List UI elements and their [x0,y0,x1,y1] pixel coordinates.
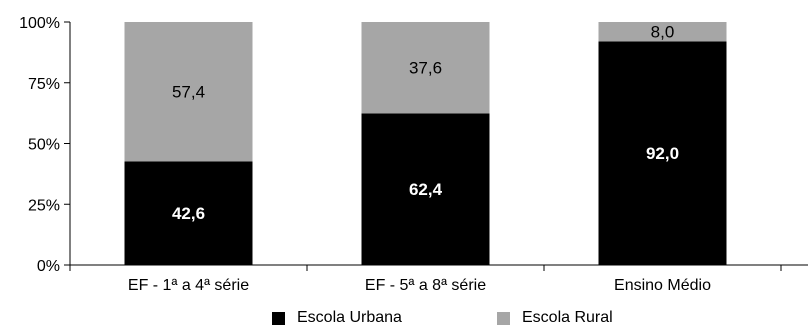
legend-item-urbana: Escola Urbana [272,309,402,327]
y-tick-label: 0% [37,258,60,275]
y-tick-label: 50% [28,137,60,154]
y-axis: 0% 25% 50% 75% 100% [19,15,71,275]
x-axis: EF - 1ª a 4ª série EF - 5ª a 8ª série Ensi… [69,264,808,294]
data-label: 8,0 [651,23,675,42]
data-label: 37,6 [409,59,442,78]
x-category-label: Ensino Médio [614,277,711,294]
data-label: 57,4 [172,83,205,102]
legend-label-urbana: Escola Urbana [297,309,402,326]
legend: Escola Urbana Escola Rural [0,309,808,333]
data-label: 42,6 [172,204,205,223]
y-tick-label: 75% [28,76,60,93]
stacked-bar-chart: 0%25%50%75%100% 42,657,462,437,692,08,0 … [19,15,808,294]
bars: 42,6 57,4 62,4 37,6 92,0 8,0 [124,22,727,265]
legend-swatch-urbana [272,311,285,325]
bar-segment [598,22,727,42]
y-tick-label: 25% [28,197,60,214]
bar-segment [598,41,727,265]
bar-segment [361,113,490,265]
data-label: 62,4 [409,180,443,199]
legend-swatch-rural [497,311,510,325]
y-tick-label: 100% [19,15,60,32]
bar-segment [124,22,253,162]
x-category-label: EF - 1ª a 4ª série [128,277,249,294]
data-label: 92,0 [646,144,679,163]
legend-item-rural: Escola Rural [497,309,613,327]
bar-segment [124,161,253,265]
bar-segment [361,22,490,114]
x-category-label: EF - 5ª a 8ª série [365,277,486,294]
legend-label-rural: Escola Rural [522,309,613,326]
